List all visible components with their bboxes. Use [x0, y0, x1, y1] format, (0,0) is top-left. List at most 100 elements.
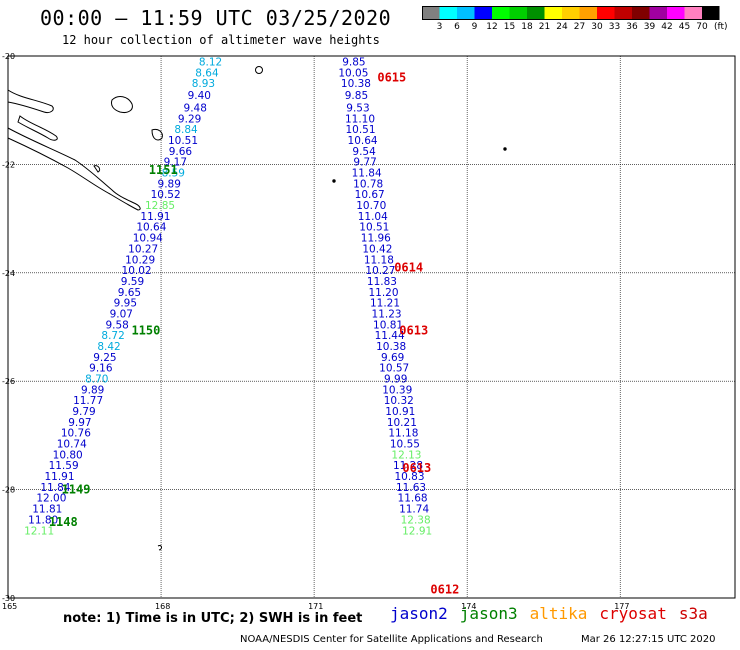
- pass-time-label: 0613: [402, 461, 431, 475]
- wave-height-value: 9.97: [68, 417, 91, 429]
- wave-height-value: 9.59: [121, 276, 144, 288]
- wave-height-value: 10.76: [61, 428, 91, 440]
- wave-height-value: 9.29: [178, 113, 201, 125]
- wave-height-value: 10.94: [133, 233, 163, 245]
- wave-height-value: 8.70: [85, 373, 108, 385]
- wave-height-value: 9.89: [81, 384, 104, 396]
- wave-height-value: 8.59: [162, 168, 185, 180]
- wave-height-value: 9.17: [164, 157, 187, 169]
- wave-height-value: 11.44: [375, 330, 405, 342]
- color-swatch: [509, 6, 527, 20]
- color-swatch: [474, 6, 492, 20]
- legend-entry-cryosat: cryosat: [599, 604, 667, 623]
- wave-height-value: 12.13: [391, 449, 421, 461]
- color-scale-tick-label: 42: [661, 22, 673, 32]
- wave-height-value: 10.51: [345, 124, 375, 136]
- lat-tick-label: -28: [2, 486, 15, 495]
- lat-tick-label: -26: [2, 377, 15, 386]
- wave-height-value: 8.93: [192, 78, 215, 90]
- pass-time-label: 0613: [399, 323, 428, 337]
- wave-height-value: 11.20: [368, 287, 398, 299]
- wave-height-value: 11.77: [73, 395, 103, 407]
- color-scale-unit: (ft): [714, 22, 728, 32]
- color-scale-tick-label: 6: [454, 22, 460, 32]
- color-swatch: [457, 6, 475, 20]
- wave-height-value: 10.91: [385, 406, 415, 418]
- wave-height-value: 11.10: [345, 113, 375, 125]
- wave-height-value: 10.78: [353, 178, 383, 190]
- wave-height-value: 11.68: [398, 493, 428, 505]
- track-west: 8.128.648.939.409.489.298.8410.519.669.1…: [24, 56, 222, 537]
- wave-height-value: 11.18: [388, 428, 418, 440]
- wave-height-value: 9.79: [72, 406, 95, 418]
- footnote: note: 1) Time is in UTC; 2) SWH is in fe…: [63, 611, 363, 626]
- color-swatch: [614, 6, 632, 20]
- wave-height-value: 12.85: [145, 200, 175, 212]
- wave-height-value: 10.05: [338, 67, 368, 79]
- page-subtitle: 12 hour collection of altimeter wave hei…: [62, 33, 380, 47]
- wave-height-value: 11.91: [140, 211, 170, 223]
- wave-height-value: 10.29: [125, 254, 155, 266]
- wave-height-value: 10.57: [379, 363, 409, 375]
- color-scale-tick-label: 36: [626, 22, 638, 32]
- color-scale-tick-label: 15: [503, 22, 516, 32]
- wave-height-value: 9.25: [93, 352, 116, 364]
- pass-time-label: 1149: [62, 483, 91, 497]
- color-scale-tick-label: 3: [436, 22, 443, 32]
- color-swatch: [562, 6, 580, 20]
- wave-height-value: 11.59: [49, 460, 79, 472]
- wave-height-value: 12.11: [24, 525, 54, 537]
- wave-height-value: 12.38: [401, 514, 431, 526]
- wave-height-value: 9.54: [352, 146, 376, 158]
- lon-tick-label: 177: [614, 602, 629, 610]
- wave-height-value: 10.02: [122, 265, 152, 277]
- pass-time-label: 1148: [49, 515, 78, 529]
- color-swatch: [649, 6, 667, 20]
- legend-entry-s3a: s3a: [678, 604, 708, 623]
- color-swatch: [579, 6, 597, 20]
- color-swatch: [439, 6, 457, 20]
- wave-height-value: 9.16: [89, 363, 113, 375]
- generation-timestamp: Mar 26 12:27:15 UTC 2020: [581, 634, 716, 645]
- wave-height-value: 10.64: [136, 222, 166, 234]
- wave-height-value: 10.51: [359, 222, 389, 234]
- wave-height-value: 11.28: [393, 460, 423, 472]
- wave-height-value: 10.67: [355, 189, 385, 201]
- pass-time-label: 0615: [377, 71, 406, 85]
- pass-time-label: 0614: [394, 260, 423, 274]
- pass-time-label: 1150: [131, 323, 160, 337]
- page-title: 00:00 – 11:59 UTC 03/25/2020: [40, 6, 392, 30]
- legend-entry-altika: altika: [529, 604, 588, 623]
- color-scale-tick-label: 27: [573, 22, 586, 32]
- color-swatch: [667, 6, 685, 20]
- wave-height-value: 8.72: [101, 330, 124, 342]
- wave-height-value: 11.63: [396, 482, 426, 494]
- wave-height-value: 9.40: [188, 90, 211, 102]
- color-swatch: [597, 6, 615, 20]
- wave-height-value: 10.74: [57, 439, 87, 451]
- wave-height-value: 10.42: [362, 243, 392, 255]
- wave-height-value: 10.80: [53, 449, 83, 461]
- lon-tick-label: 174: [461, 602, 476, 610]
- wave-height-value: 11.74: [399, 504, 429, 516]
- color-swatch: [422, 6, 440, 20]
- wave-height-value: 11.83: [367, 276, 397, 288]
- lon-tick-label: 168: [155, 602, 170, 610]
- wave-height-value: 10.70: [356, 200, 386, 212]
- wave-height-value: 10.27: [365, 265, 395, 277]
- legend-entry-jason3: jason3: [459, 604, 518, 623]
- wave-height-value: 11.81: [32, 504, 62, 516]
- wave-height-value: 9.69: [381, 352, 404, 364]
- color-swatch: [702, 6, 720, 20]
- color-swatch: [544, 6, 562, 20]
- color-scale-tick-label: 9: [471, 22, 478, 32]
- wave-height-value: 11.84: [40, 482, 70, 494]
- wave-height-value: 11.84: [352, 168, 382, 180]
- wave-height-value: 9.85: [342, 56, 365, 68]
- color-scale-tick-label: 18: [521, 22, 533, 32]
- wave-height-value: 8.64: [195, 67, 219, 79]
- wave-height-value: 9.48: [184, 102, 207, 114]
- wave-height-value: 9.77: [353, 157, 376, 169]
- lon-tick-label: 165: [2, 602, 17, 610]
- lon-tick-label: 171: [308, 602, 323, 610]
